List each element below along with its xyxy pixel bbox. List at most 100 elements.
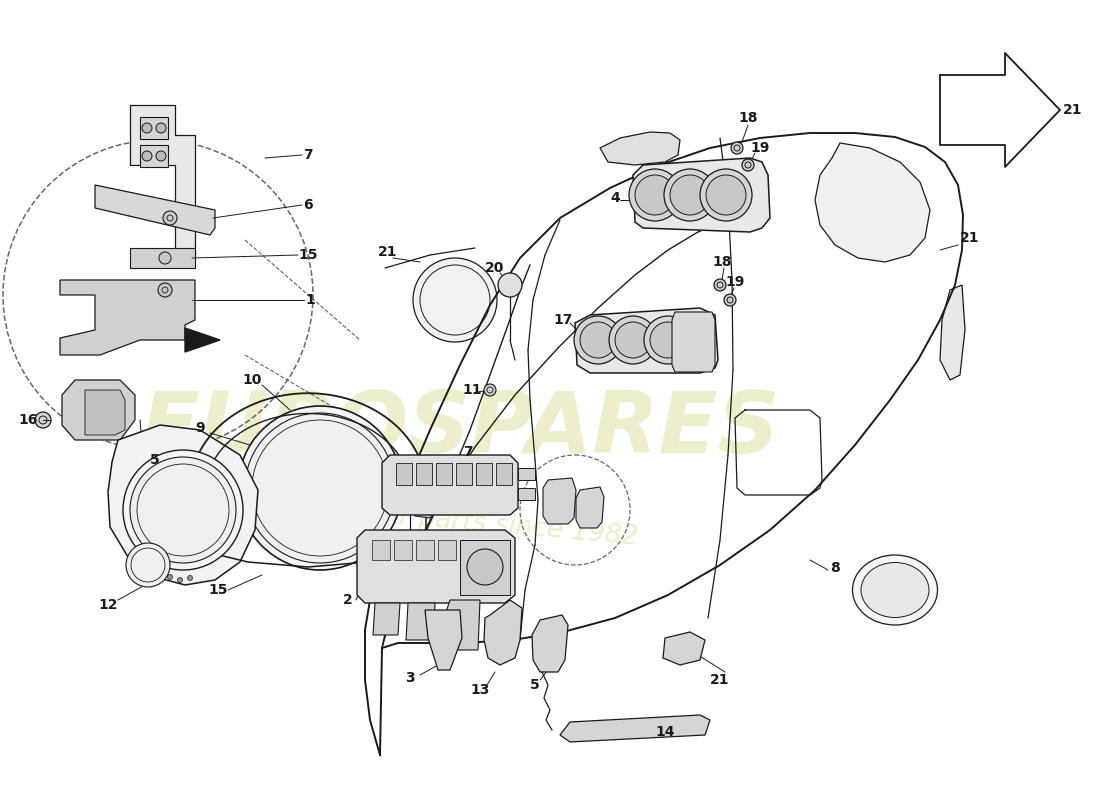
Text: 4: 4 xyxy=(610,191,620,205)
Polygon shape xyxy=(532,615,568,672)
Circle shape xyxy=(468,549,503,585)
Circle shape xyxy=(650,322,686,358)
Polygon shape xyxy=(372,540,390,560)
Polygon shape xyxy=(815,143,930,262)
Circle shape xyxy=(742,159,754,171)
Circle shape xyxy=(156,123,166,133)
Text: 1: 1 xyxy=(305,293,315,307)
Circle shape xyxy=(714,279,726,291)
Circle shape xyxy=(187,575,192,581)
Polygon shape xyxy=(62,380,135,440)
Polygon shape xyxy=(416,463,432,485)
Polygon shape xyxy=(456,463,472,485)
Text: 21: 21 xyxy=(711,673,729,687)
Circle shape xyxy=(498,273,522,297)
Text: 3: 3 xyxy=(405,671,415,685)
Text: 9: 9 xyxy=(195,421,205,435)
Text: 14: 14 xyxy=(656,725,674,739)
Text: 10: 10 xyxy=(242,373,262,387)
Text: 6: 6 xyxy=(304,198,312,212)
Text: 19: 19 xyxy=(750,141,770,155)
Text: 8: 8 xyxy=(830,561,840,575)
Polygon shape xyxy=(108,425,258,585)
Polygon shape xyxy=(438,540,456,560)
Circle shape xyxy=(412,258,497,342)
Polygon shape xyxy=(482,540,500,560)
Circle shape xyxy=(126,543,170,587)
Circle shape xyxy=(724,294,736,306)
Text: 15: 15 xyxy=(208,583,228,597)
Text: 13: 13 xyxy=(471,683,490,697)
Polygon shape xyxy=(185,328,220,352)
Polygon shape xyxy=(575,308,718,373)
Polygon shape xyxy=(95,185,214,235)
Polygon shape xyxy=(476,463,492,485)
Polygon shape xyxy=(382,455,518,515)
Text: 21: 21 xyxy=(378,245,398,259)
Polygon shape xyxy=(672,312,715,372)
Polygon shape xyxy=(394,540,412,560)
Circle shape xyxy=(142,123,152,133)
Polygon shape xyxy=(425,610,462,670)
Polygon shape xyxy=(460,540,510,595)
Polygon shape xyxy=(406,603,434,640)
Polygon shape xyxy=(576,487,604,528)
Polygon shape xyxy=(518,468,535,480)
Text: 5: 5 xyxy=(530,678,540,692)
Text: 12: 12 xyxy=(98,598,118,612)
Text: 11: 11 xyxy=(462,383,482,397)
Polygon shape xyxy=(632,158,770,232)
Circle shape xyxy=(700,169,752,221)
Polygon shape xyxy=(560,715,710,742)
Circle shape xyxy=(245,413,395,563)
Polygon shape xyxy=(940,285,965,380)
Polygon shape xyxy=(416,540,434,560)
Text: 2: 2 xyxy=(343,593,353,607)
Circle shape xyxy=(635,175,675,215)
Polygon shape xyxy=(543,478,576,524)
Circle shape xyxy=(160,252,170,264)
Circle shape xyxy=(156,151,166,161)
Circle shape xyxy=(163,211,177,225)
Circle shape xyxy=(732,142,742,154)
Circle shape xyxy=(177,578,183,582)
Polygon shape xyxy=(663,632,705,665)
Polygon shape xyxy=(358,530,515,603)
Circle shape xyxy=(130,457,236,563)
Polygon shape xyxy=(60,280,195,355)
Polygon shape xyxy=(518,488,535,500)
Circle shape xyxy=(670,175,710,215)
Circle shape xyxy=(644,316,692,364)
Circle shape xyxy=(615,322,651,358)
Text: 7: 7 xyxy=(304,148,312,162)
Circle shape xyxy=(574,316,622,364)
Circle shape xyxy=(484,384,496,396)
Polygon shape xyxy=(440,600,480,650)
Polygon shape xyxy=(600,132,680,165)
Polygon shape xyxy=(396,463,412,485)
Ellipse shape xyxy=(852,555,937,625)
Circle shape xyxy=(142,151,152,161)
Polygon shape xyxy=(140,145,168,167)
Polygon shape xyxy=(484,600,522,665)
Circle shape xyxy=(35,412,51,428)
Text: 15: 15 xyxy=(298,248,318,262)
Circle shape xyxy=(158,283,172,297)
Circle shape xyxy=(167,574,173,579)
Text: a passion for parts since 1982: a passion for parts since 1982 xyxy=(241,490,639,550)
Polygon shape xyxy=(496,463,512,485)
Text: EUROSPARES: EUROSPARES xyxy=(141,389,780,471)
Polygon shape xyxy=(373,603,400,635)
Text: 18: 18 xyxy=(738,111,758,125)
Circle shape xyxy=(664,169,716,221)
Circle shape xyxy=(238,406,402,570)
Circle shape xyxy=(609,316,657,364)
Text: 18: 18 xyxy=(713,255,732,269)
Polygon shape xyxy=(460,540,478,560)
Text: 7: 7 xyxy=(463,445,473,459)
Polygon shape xyxy=(436,463,452,485)
Text: 5: 5 xyxy=(150,453,160,467)
Polygon shape xyxy=(410,475,440,518)
Ellipse shape xyxy=(861,562,930,618)
Circle shape xyxy=(123,450,243,570)
